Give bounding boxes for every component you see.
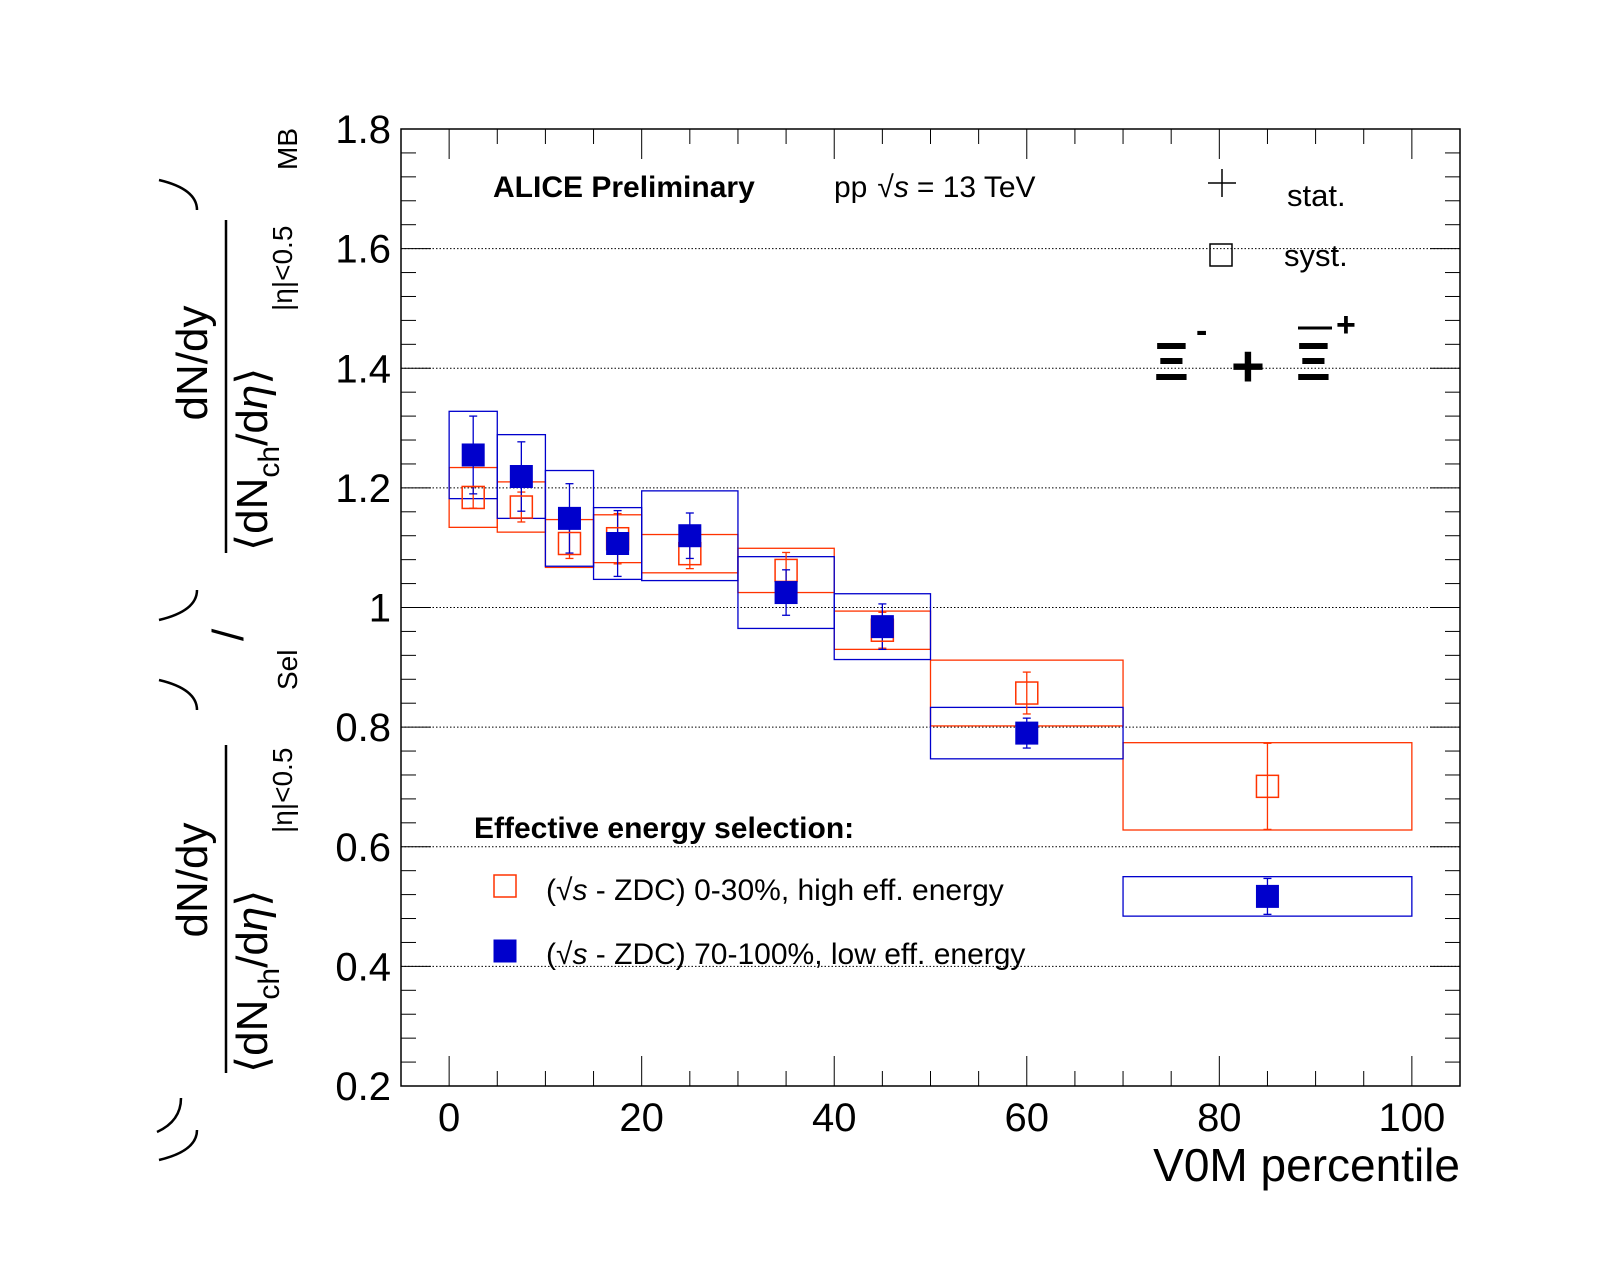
y-title-mb-range-sub: |η|<0.5	[267, 226, 298, 311]
data-point-low-energy	[461, 443, 485, 467]
y-tick-label: 1.6	[335, 228, 391, 272]
tick-marks	[401, 128, 1460, 1087]
bracket-upper-left	[158, 589, 199, 622]
data-point-low-energy	[557, 506, 581, 530]
y-title-sel-sub: Sel	[272, 650, 303, 690]
data-point-high-energy	[557, 531, 582, 556]
y-title-mb-numerator: dN/dy	[168, 306, 217, 421]
legend-open-paren: (	[546, 938, 556, 971]
data-point-low-energy	[1255, 884, 1279, 908]
plus-charge: +	[1336, 306, 1356, 344]
bracket-upper-right	[158, 178, 199, 211]
bracket-lower-right	[158, 678, 199, 711]
xi-plus-symbol: Ξ	[1296, 332, 1331, 392]
y-title-divider: /	[204, 628, 253, 641]
s-symbol: s	[894, 171, 909, 204]
legend-title: Effective energy selection:	[474, 812, 854, 845]
denominator-eta: η	[228, 385, 277, 409]
legend-label-text: - ZDC) 0-30%, high eff. energy	[587, 874, 1003, 907]
data-point-low-energy	[1015, 721, 1039, 745]
y-tick-label: 1.8	[335, 108, 391, 152]
data-point-low-energy	[774, 581, 798, 605]
syst-legend-label: syst.	[1284, 238, 1348, 273]
y-tick-label: 0.4	[335, 945, 391, 989]
syst-box	[641, 490, 739, 582]
experiment-label: ALICE Preliminary	[493, 171, 755, 204]
denominator-sub: ch	[253, 446, 286, 478]
angle-close: ⟩	[228, 890, 277, 907]
y-tick-label: 0.6	[335, 826, 391, 870]
y-tick-label: 1.2	[335, 467, 391, 511]
data-point-low-energy	[509, 465, 533, 489]
x-tick-label: 60	[1005, 1096, 1050, 1140]
x-tick-label: 100	[1378, 1096, 1445, 1140]
legend-label-text: - ZDC) 70-100%, low eff. energy	[587, 938, 1025, 971]
angle-close: ⟩	[228, 368, 277, 385]
xi-minus-symbol: Ξ	[1154, 332, 1189, 392]
x-tick-label: 40	[812, 1096, 857, 1140]
legend-sqrt-symbol: √	[556, 874, 573, 907]
y-tick-label: 1.4	[335, 347, 391, 391]
y-title-mb-sub: MB	[272, 128, 303, 170]
y-axis-title: dN/dy ⟨dNch/dη⟩ |η|<0.5 Sel / dN/dy ⟨dNc…	[156, 128, 303, 1162]
stat-legend-label: stat.	[1287, 178, 1346, 213]
legend-marker-high-energy	[493, 874, 517, 898]
data-point-high-energy	[461, 485, 485, 510]
data-point-low-energy	[870, 615, 894, 639]
legend-s-symbol: s	[572, 938, 587, 971]
data-point-high-energy	[509, 495, 534, 519]
x-tick-label: 20	[619, 1096, 664, 1140]
collision-system-label: pp √s = 13 TeV	[834, 171, 1036, 204]
minus-charge: -	[1196, 312, 1207, 350]
y-title-sel-range-sub: |η|<0.5	[267, 748, 298, 833]
denominator-sub: ch	[253, 968, 286, 1000]
y-tick-label: 1	[369, 587, 391, 631]
denominator-mid: /d	[228, 409, 277, 446]
legend-s-symbol: s	[572, 874, 587, 907]
x-tick-label: 80	[1197, 1096, 1242, 1140]
data-point-low-energy	[606, 532, 630, 556]
syst-box	[833, 593, 932, 661]
y-title-sel-denominator: ⟨dNch/dη⟩	[228, 890, 286, 1073]
particle-label: Ξ - + Ξ +	[1154, 306, 1356, 399]
data-markers	[461, 443, 1280, 908]
denominator-dn: dN	[228, 1000, 277, 1056]
x-tick-label: 0	[438, 1096, 460, 1140]
paren-left-lower	[156, 1097, 183, 1134]
angle-open: ⟨	[228, 534, 277, 551]
legend-sqrt-symbol: √	[556, 938, 573, 971]
legend-label-low-energy: (√s - ZDC) 70-100%, low eff. energy	[546, 938, 1025, 971]
bracket-lower-left	[158, 1129, 199, 1162]
y-tick-label: 0.2	[335, 1065, 391, 1109]
syst-box	[1122, 876, 1413, 917]
series-legend: Effective energy selection: (√s - ZDC) 0…	[474, 812, 1025, 971]
denominator-eta: η	[228, 907, 277, 931]
angle-open: ⟨	[228, 1056, 277, 1073]
legend-open-paren: (	[546, 874, 556, 907]
statistical-error-bars	[469, 415, 1272, 915]
tick-labels: 0.2 0.4 0.6 0.8 1 1.2 1.4 1.6 1.8 0 20 40 60 80 100	[335, 108, 1445, 1140]
syst-box-icon	[1209, 243, 1233, 267]
denominator-mid: /d	[228, 931, 277, 968]
error-legend: stat. syst.	[1208, 169, 1348, 273]
data-point-high-energy	[1255, 774, 1280, 799]
data-point-low-energy	[678, 524, 702, 548]
x-axis-title: V0M percentile	[1153, 1139, 1460, 1191]
sqrt-symbol: √	[877, 171, 894, 204]
denominator-dn: dN	[228, 478, 277, 534]
legend-marker-low-energy	[493, 939, 517, 963]
data-point-high-energy	[1015, 681, 1039, 705]
energy-value: = 13 TeV	[917, 171, 1036, 204]
legend-label-high-energy: (√s - ZDC) 0-30%, high eff. energy	[546, 874, 1004, 907]
system-prefix: pp	[834, 171, 867, 204]
y-tick-label: 0.8	[335, 706, 391, 750]
y-title-mb-denominator: ⟨dNch/dη⟩	[228, 368, 286, 551]
y-title-sel-numerator: dN/dy	[168, 823, 217, 938]
plus-sign: +	[1231, 334, 1265, 399]
